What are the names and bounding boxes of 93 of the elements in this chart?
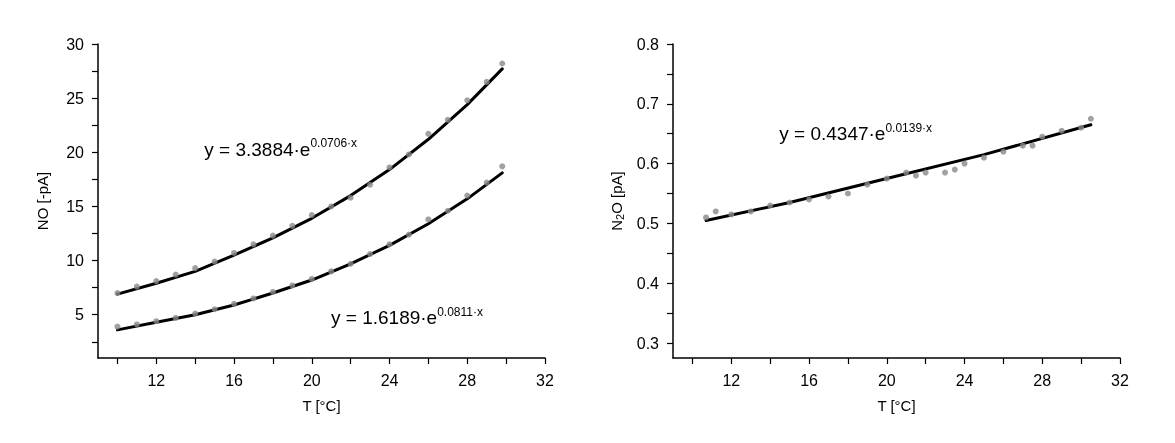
x-axis-title: T [°C] (877, 397, 916, 414)
x-tick-label: 28 (1033, 371, 1052, 389)
point (211, 258, 218, 265)
point (922, 169, 929, 176)
point (347, 194, 354, 201)
point (912, 172, 919, 179)
point (806, 196, 813, 203)
y-axis-title: N2O [pA] (607, 171, 627, 231)
y-tick-label: 0.4 (636, 274, 660, 292)
y-tick-label: 15 (66, 197, 85, 215)
point (328, 268, 335, 275)
point (483, 78, 490, 85)
point (844, 190, 851, 197)
point (1039, 133, 1046, 140)
point (1078, 124, 1085, 131)
point (444, 116, 451, 123)
x-tick-label: 20 (302, 371, 321, 389)
point (153, 278, 160, 285)
point (133, 283, 140, 290)
point (250, 295, 257, 302)
x-tick-label: 16 (225, 371, 244, 389)
point (347, 260, 354, 267)
x-tick-label: 20 (877, 371, 896, 389)
y-tick-label: 0.7 (636, 95, 660, 113)
point (172, 271, 179, 278)
x-tick-label: 24 (380, 371, 399, 389)
point (289, 282, 296, 289)
point (172, 314, 179, 321)
point (483, 179, 490, 186)
point (386, 241, 393, 248)
point (425, 216, 432, 223)
point (192, 265, 199, 272)
y-tick-label: 30 (66, 35, 85, 53)
point (231, 300, 238, 307)
point (269, 288, 276, 295)
point (825, 193, 832, 200)
x-tick-label: 28 (458, 371, 477, 389)
y-tick-label: 0.3 (636, 334, 660, 352)
x-tick-label: 16 (800, 371, 819, 389)
x-tick-label: 12 (722, 371, 741, 389)
point (786, 199, 793, 206)
point (499, 60, 506, 67)
y-axis-title: NO [-pA] (34, 171, 51, 231)
y-tick-label: 10 (66, 252, 85, 270)
point (499, 163, 506, 170)
point (269, 232, 276, 239)
point (1019, 142, 1026, 149)
y-tick-label: 25 (66, 89, 85, 107)
point (114, 290, 121, 297)
point (231, 249, 238, 256)
point (328, 203, 335, 210)
x-tick-label: 12 (147, 371, 166, 389)
point (712, 208, 719, 215)
point (289, 222, 296, 229)
point (703, 214, 710, 221)
point (405, 151, 412, 158)
point (192, 310, 199, 317)
y-tick-label: 0.5 (636, 214, 660, 232)
point (951, 166, 958, 173)
y-tick-label: 20 (66, 143, 85, 161)
point (883, 175, 890, 182)
point (250, 241, 257, 248)
x-tick-label: 32 (536, 371, 554, 389)
point (767, 202, 774, 209)
point (153, 318, 160, 325)
point (942, 169, 949, 176)
point (1058, 127, 1065, 134)
point (308, 275, 315, 282)
line-series (115, 171, 504, 332)
y-tick-label: 5 (75, 306, 85, 324)
point (980, 154, 987, 161)
point (114, 323, 121, 330)
point (444, 207, 451, 214)
point (864, 181, 871, 188)
point (464, 97, 471, 104)
point (133, 321, 140, 328)
point (1000, 148, 1007, 155)
y-tick-label: 0.8 (636, 35, 660, 53)
point (1087, 115, 1094, 122)
point (425, 130, 432, 137)
point (211, 306, 218, 313)
point (367, 251, 374, 258)
x-axis-title: T [°C] (302, 397, 341, 414)
point (386, 164, 393, 171)
x-tick-label: 32 (1111, 371, 1129, 389)
point (308, 212, 315, 219)
point (367, 181, 374, 188)
point (464, 192, 471, 199)
y-tick-label: 0.6 (636, 155, 660, 173)
point (405, 231, 412, 238)
x-tick-label: 24 (955, 371, 974, 389)
line-series (704, 123, 1093, 222)
point (903, 169, 910, 176)
